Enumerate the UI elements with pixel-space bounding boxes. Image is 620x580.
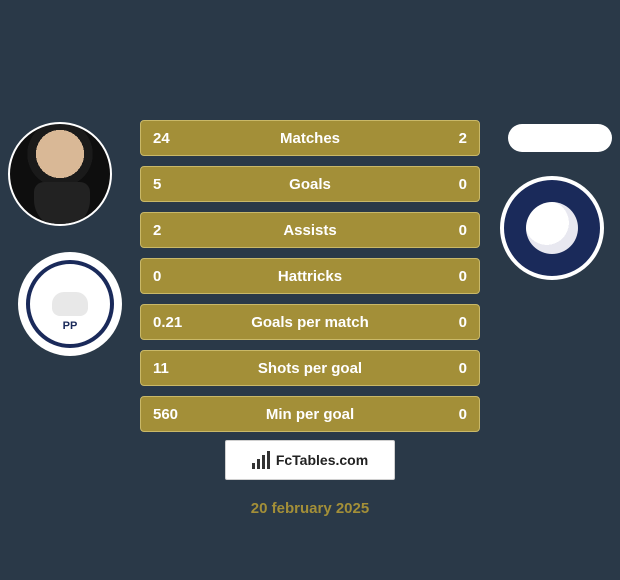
player1-photo: [8, 122, 112, 226]
player2-photo: [508, 124, 612, 152]
stat-row: 24 Matches 2: [140, 120, 480, 156]
stat-right-value: 0: [459, 268, 467, 285]
stat-label: Shots per goal: [258, 360, 362, 377]
stat-row: 0 Hattricks 0: [140, 258, 480, 294]
stat-right-value: 2: [459, 130, 467, 147]
stat-right-value: 0: [459, 406, 467, 423]
stat-row: 0.21 Goals per match 0: [140, 304, 480, 340]
stat-left-value: 5: [153, 176, 161, 193]
stat-row: 560 Min per goal 0: [140, 396, 480, 432]
brand-logo: FcTables.com: [225, 440, 395, 480]
player2-club-badge: [500, 176, 604, 280]
stat-row: 2 Assists 0: [140, 212, 480, 248]
stat-right-value: 0: [459, 176, 467, 193]
bar-chart-icon: [252, 451, 270, 469]
stat-right-value: 0: [459, 360, 467, 377]
stat-left-value: 0: [153, 268, 161, 285]
brand-text: FcTables.com: [276, 452, 368, 468]
stat-right-value: 0: [459, 222, 467, 239]
club-badge-ring: PP: [26, 260, 114, 348]
stat-label: Min per goal: [266, 406, 354, 423]
stat-right-value: 0: [459, 314, 467, 331]
club-badge-emblem: [52, 292, 88, 316]
stat-left-value: 24: [153, 130, 170, 147]
stat-row: 11 Shots per goal 0: [140, 350, 480, 386]
stat-label: Hattricks: [278, 268, 342, 285]
stat-row: 5 Goals 0: [140, 166, 480, 202]
stat-left-value: 2: [153, 222, 161, 239]
stat-label: Goals per match: [251, 314, 369, 331]
stat-label: Assists: [283, 222, 336, 239]
stats-table: 24Matches25Goals02Assists00Hattricks00.2…: [140, 120, 480, 442]
stat-label: Goals: [289, 176, 331, 193]
club-badge-text: PP: [63, 320, 78, 332]
player1-club-badge: PP: [18, 252, 122, 356]
stat-left-value: 560: [153, 406, 178, 423]
stat-left-value: 11: [153, 360, 169, 377]
stat-label: Matches: [280, 130, 340, 147]
club-badge-lion-icon: [526, 202, 578, 254]
stat-left-value: 0.21: [153, 314, 182, 331]
comparison-date: 20 february 2025: [0, 500, 620, 517]
